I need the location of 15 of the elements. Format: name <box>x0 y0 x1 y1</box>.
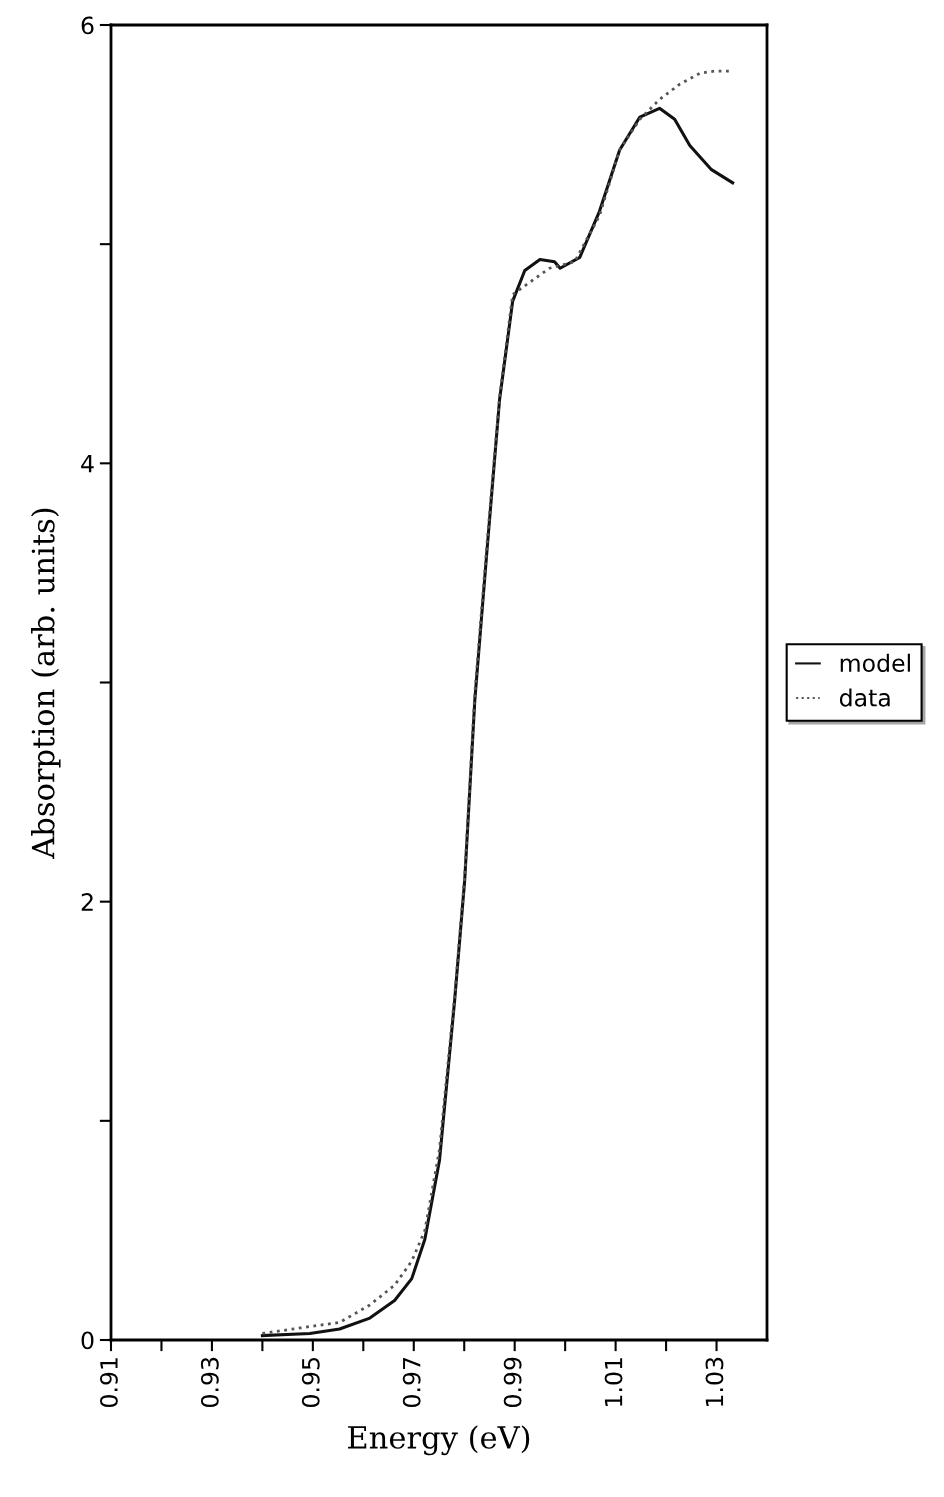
x-tick-label: 0.97 <box>402 1357 421 1407</box>
x-tick-label: 1.03 <box>705 1357 724 1406</box>
y-axis-title: Absorption (arb. units) <box>30 508 61 859</box>
x-axis-title: Energy (eV) <box>348 1425 530 1456</box>
x-tick-label: 0.93 <box>200 1357 219 1407</box>
y-tick-label: 0 <box>81 1331 94 1350</box>
x-tick-label: 0.95 <box>301 1358 320 1407</box>
x-tick-label: 1.01 <box>604 1358 623 1406</box>
y-tick-label: 4 <box>81 455 94 473</box>
x-tick-label: 0.91 <box>99 1358 118 1407</box>
y-tick-label: 6 <box>81 16 94 35</box>
y-tick-label: 2 <box>81 893 93 911</box>
legend-label: data <box>839 688 890 707</box>
legend-label: model <box>840 653 910 673</box>
x-tick-label: 0.99 <box>503 1357 522 1407</box>
